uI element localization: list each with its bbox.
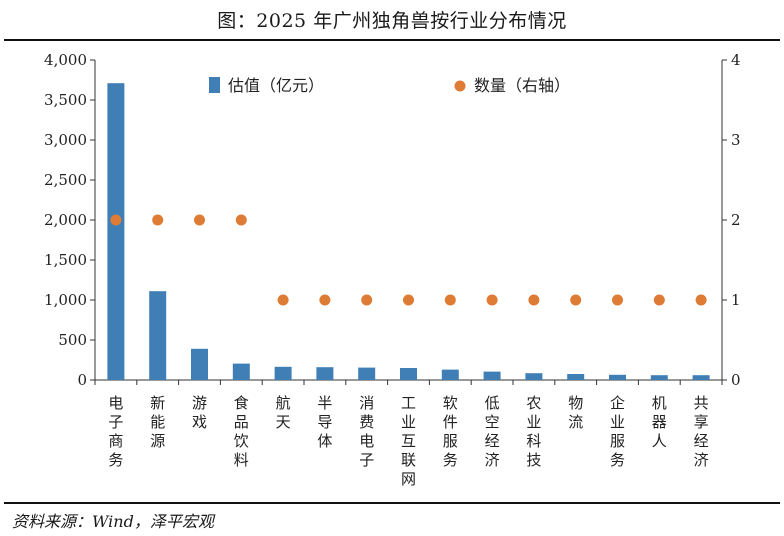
- bar: [441, 369, 459, 380]
- x-tick-label: 企业服务: [610, 394, 625, 469]
- left-tick-label: 4,000: [44, 51, 87, 69]
- bar: [107, 83, 125, 380]
- scatter-point: [235, 214, 247, 226]
- right-tick-label: 3: [731, 131, 741, 149]
- scatter-point: [403, 294, 414, 306]
- legend-bar-swatch: [209, 77, 220, 93]
- bar: [400, 368, 417, 380]
- right-tick-label: 0: [731, 371, 741, 389]
- left-tick-label: 0: [77, 371, 87, 389]
- bar: [191, 348, 208, 380]
- scatter-point: [277, 294, 289, 306]
- bar: [567, 374, 585, 380]
- left-tick-label: 2,000: [44, 211, 87, 229]
- x-tick-label: 游戏: [192, 394, 207, 431]
- scatter-point: [653, 294, 665, 306]
- x-tick-label: 航天: [276, 394, 291, 431]
- left-tick-label: 3,000: [44, 131, 87, 149]
- bar: [358, 367, 376, 380]
- bar: [650, 375, 668, 380]
- legend-dot-swatch: [454, 80, 466, 92]
- chart-title: 图：2025 年广州独角兽按行业分布情况: [217, 10, 567, 32]
- scatter-point: [570, 294, 582, 306]
- x-tick-label: 软件服务: [443, 394, 458, 469]
- scatter-point: [444, 294, 456, 306]
- bar: [274, 366, 292, 380]
- left-tick-label: 500: [58, 331, 87, 349]
- bar: [609, 374, 626, 380]
- legend-dot-label: 数量（右轴）: [474, 76, 570, 95]
- left-tick-label: 1,500: [44, 251, 87, 269]
- left-tick-label: 1,000: [44, 291, 87, 309]
- left-tick-label: 3,500: [44, 91, 87, 109]
- right-tick-label: 2: [731, 211, 741, 229]
- scatter-point: [110, 214, 122, 226]
- x-tick-label: 工业互联网: [401, 394, 416, 488]
- scatter-point: [695, 294, 707, 306]
- scatter-point: [361, 294, 373, 306]
- scatter-point: [612, 294, 623, 306]
- bar: [692, 375, 710, 380]
- x-tick-label: 共享经济: [694, 394, 709, 469]
- right-tick-label: 4: [731, 51, 741, 69]
- x-tick-label: 物流: [568, 394, 583, 431]
- plot-layer: 0 500 1,000 1,500 2,000 2,500 3,000 3,500 4,000 0…: [44, 51, 741, 488]
- x-tick-label: 电子商务: [108, 394, 123, 469]
- scatter-point: [486, 294, 498, 306]
- x-tick-label: 半导体: [317, 394, 332, 450]
- scatter-point: [194, 214, 205, 226]
- x-tick-label: 低空经济: [485, 394, 500, 469]
- x-tick-label: 消费电子: [359, 394, 374, 469]
- x-tick-label: 新能源: [150, 394, 165, 450]
- right-tick-label: 1: [731, 291, 741, 309]
- source-note: 资料来源：Wind，泽平宏观: [12, 512, 214, 531]
- scatter-point: [528, 294, 540, 306]
- bar: [483, 371, 501, 380]
- bar: [232, 363, 250, 380]
- scatter-point: [152, 214, 164, 226]
- scatter-point: [319, 294, 331, 306]
- bar: [149, 291, 167, 380]
- x-tick-label: 农业科技: [526, 394, 541, 469]
- x-tick-label: 食品饮料: [234, 394, 249, 469]
- x-tick-label: 机器人: [652, 394, 667, 450]
- legend-bar-label: 估值（亿元）: [228, 76, 324, 95]
- bar: [316, 367, 334, 380]
- bar: [525, 373, 543, 380]
- left-tick-label: 2,500: [44, 171, 87, 189]
